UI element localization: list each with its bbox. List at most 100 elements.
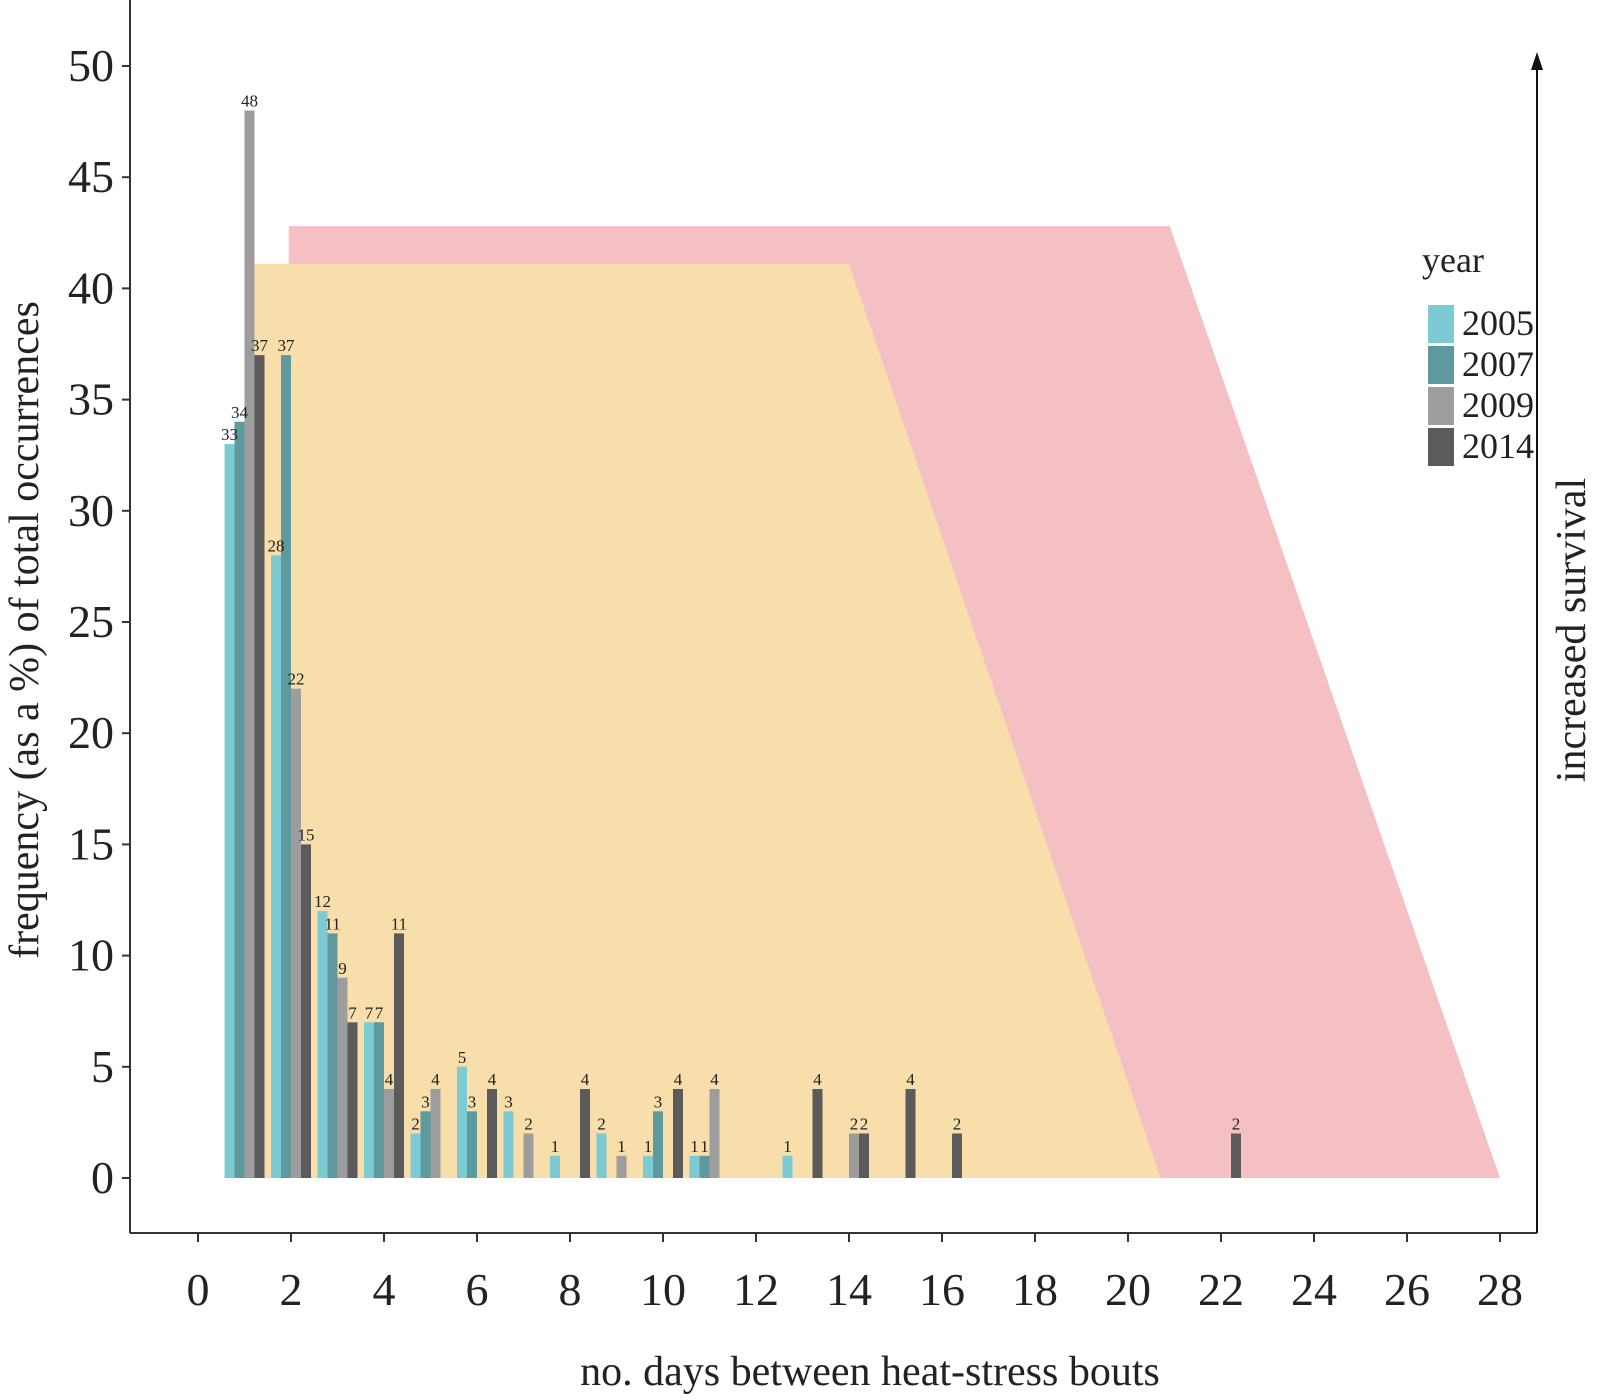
- bar-label-2009-x7: 2: [524, 1115, 533, 1134]
- x-tick-label: 22: [1198, 1264, 1244, 1315]
- bar-2007-x3: [327, 933, 338, 1178]
- bar-label-2005-x11: 1: [690, 1137, 699, 1156]
- bar-label-2005-x2: 28: [268, 536, 285, 555]
- bar-2014-x22: [1231, 1133, 1241, 1178]
- bar-label-2014-x15: 4: [906, 1070, 915, 1089]
- bar-label-2009-x3: 9: [338, 959, 347, 978]
- bar-label-2005-x13: 1: [783, 1137, 792, 1156]
- bar-label-2007-x10: 3: [654, 1092, 663, 1111]
- bar-label-2007-x1: 34: [231, 403, 249, 422]
- bar-2007-x10: [653, 1111, 663, 1178]
- bar-label-2007-x6: 3: [468, 1092, 477, 1111]
- bar-2009-x2: [291, 688, 301, 1178]
- bar-label-2014-x10: 4: [674, 1070, 683, 1089]
- bar-label-2005-x3: 12: [314, 892, 331, 911]
- bar-2007-x5: [420, 1111, 431, 1178]
- x-tick-label: 2: [280, 1264, 303, 1315]
- bar-label-2014-x3: 7: [348, 1003, 357, 1022]
- y-axis-title: frequency (as a %) of total occurrences: [2, 301, 48, 959]
- x-axis-title: no. days between heat-stress bouts: [580, 1349, 1160, 1395]
- bar-label-2014-x13: 4: [813, 1070, 822, 1089]
- y-tick-label: 5: [91, 1041, 114, 1092]
- x-tick-label: 14: [826, 1264, 872, 1315]
- bar-2014-x2: [301, 844, 311, 1178]
- bar-2009-x5: [430, 1089, 441, 1178]
- bar-label-2009-x9: 1: [617, 1137, 626, 1156]
- bar-2009-x9: [616, 1155, 627, 1178]
- y-tick-label: 20: [68, 707, 114, 758]
- bar-label-2007-x5: 3: [421, 1092, 430, 1111]
- bar-2014-x6: [487, 1089, 497, 1178]
- bar-label-2014-x4: 11: [391, 914, 407, 933]
- bar-label-2014-x22: 2: [1232, 1115, 1241, 1134]
- x-tick-label: 4: [373, 1264, 396, 1315]
- legend-label-2005: 2005: [1462, 303, 1534, 343]
- y-tick-label: 40: [68, 262, 114, 313]
- bar-label-2014-x1: 37: [251, 336, 269, 355]
- bar-2014-x15: [905, 1089, 916, 1178]
- y-tick-label: 25: [68, 596, 114, 647]
- x-tick-label: 10: [640, 1264, 686, 1315]
- bar-2009-x11: [709, 1089, 720, 1178]
- legend-label-2009: 2009: [1462, 385, 1534, 425]
- bar-2014-x16: [952, 1133, 962, 1178]
- y-tick-label: 0: [91, 1152, 114, 1203]
- y-tick-label: 15: [68, 818, 114, 869]
- y-tick-label: 30: [68, 485, 114, 536]
- x-tick-label: 6: [466, 1264, 489, 1315]
- x-tick-label: 26: [1384, 1264, 1430, 1315]
- right-axis-title: increased survival: [1549, 478, 1595, 782]
- bar-label-2005-x7: 3: [504, 1092, 513, 1111]
- x-tick-label: 28: [1477, 1264, 1523, 1315]
- bar-2005-x11: [689, 1155, 700, 1178]
- bar-2014-x10: [673, 1089, 683, 1178]
- bar-2009-x14: [849, 1133, 859, 1178]
- bar-label-2005-x1: 33: [221, 425, 238, 444]
- bar-label-2007-x11: 1: [700, 1137, 709, 1156]
- y-tick-label: 10: [68, 930, 114, 981]
- bar-2007-x1: [234, 421, 245, 1178]
- legend-swatch-2009: [1428, 387, 1454, 425]
- right-axis-arrowhead: [1531, 52, 1543, 70]
- legend-label-2007: 2007: [1462, 344, 1534, 384]
- bar-2005-x1: [224, 444, 235, 1179]
- bar-label-2009-x11: 4: [710, 1070, 719, 1089]
- bar-2005-x9: [596, 1133, 607, 1178]
- x-tick-label: 8: [559, 1264, 582, 1315]
- shaded-regions: [253, 226, 1501, 1179]
- x-tick-label: 20: [1105, 1264, 1151, 1315]
- bar-label-2005-x9: 2: [597, 1115, 606, 1134]
- x-tick-label: 24: [1291, 1264, 1337, 1315]
- bar-2014-x4: [394, 933, 404, 1178]
- bar-2009-x1: [244, 110, 255, 1178]
- bar-label-2009-x2: 22: [288, 670, 305, 689]
- bar-label-2005-x8: 1: [551, 1137, 560, 1156]
- y-tick-label: 45: [68, 151, 114, 202]
- legend-title: year: [1422, 240, 1484, 280]
- bar-2014-x1: [254, 355, 265, 1179]
- bar-label-2005-x5: 2: [411, 1115, 420, 1134]
- bar-2007-x2: [281, 355, 291, 1179]
- bar-2005-x3: [317, 911, 328, 1178]
- bar-label-2014-x2: 15: [298, 825, 315, 844]
- bar-label-2014-x8: 4: [581, 1070, 590, 1089]
- bar-label-2007-x4: 7: [375, 1003, 384, 1022]
- bar-2005-x13: [782, 1155, 793, 1178]
- bar-2014-x8: [580, 1089, 590, 1178]
- x-tick-label: 18: [1012, 1264, 1058, 1315]
- y-tick-label: 50: [68, 40, 114, 91]
- bar-2005-x5: [410, 1133, 421, 1178]
- yellow-zone: [253, 263, 1161, 1178]
- bars: [224, 110, 1241, 1179]
- bar-2009-x3: [337, 977, 348, 1178]
- bar-2005-x8: [550, 1155, 560, 1178]
- bar-label-2005-x6: 5: [458, 1048, 467, 1067]
- bar-2009-x7: [523, 1133, 534, 1178]
- bar-2007-x11: [699, 1155, 710, 1178]
- x-ticks: 0 2 4 6 8 10 12 14 16 18 20 22 24 26 28: [187, 1233, 1523, 1315]
- legend-swatch-2005: [1428, 305, 1454, 343]
- axes: [129, 0, 1543, 1234]
- x-tick-label: 16: [919, 1264, 965, 1315]
